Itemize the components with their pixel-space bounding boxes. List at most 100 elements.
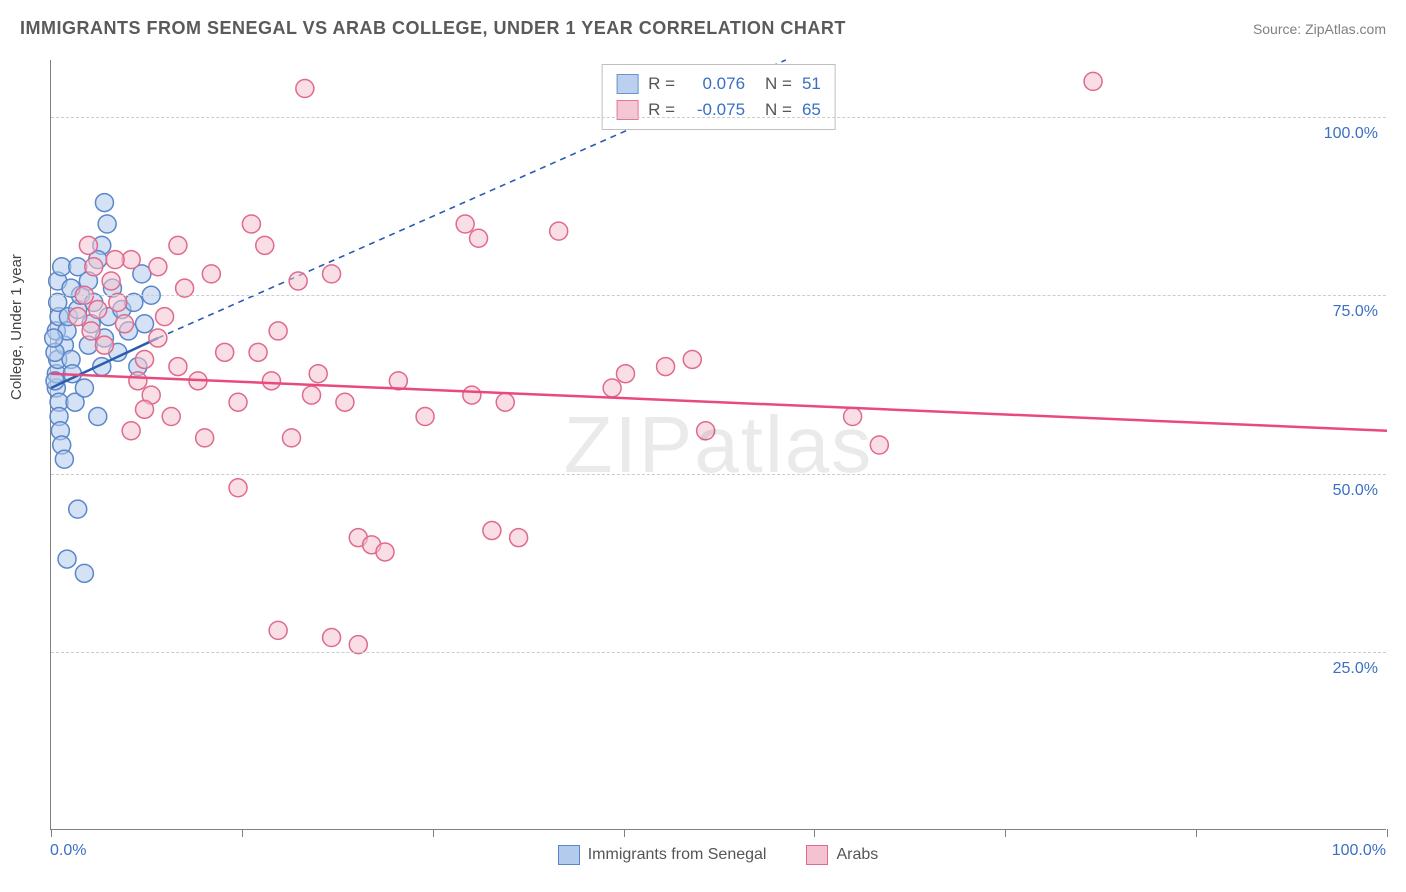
data-point [102, 272, 120, 290]
data-point [289, 272, 307, 290]
bottom-legend-item: Immigrants from Senegal [558, 845, 767, 865]
data-point [149, 258, 167, 276]
data-point [69, 500, 87, 518]
data-point [616, 365, 634, 383]
data-point [870, 436, 888, 454]
gridline-h [51, 117, 1386, 118]
y-tick-label: 100.0% [1324, 125, 1378, 143]
data-point [95, 194, 113, 212]
data-point [470, 229, 488, 247]
data-point [269, 621, 287, 639]
data-point [45, 329, 63, 347]
data-point [323, 629, 341, 647]
x-tick [1005, 829, 1006, 837]
data-point [683, 350, 701, 368]
data-point [550, 222, 568, 240]
data-point [1084, 72, 1102, 90]
data-point [55, 450, 73, 468]
n-value: 51 [802, 74, 821, 94]
data-point [69, 308, 87, 326]
data-point [844, 407, 862, 425]
data-point [85, 258, 103, 276]
data-point [129, 372, 147, 390]
y-tick-label: 25.0% [1333, 660, 1378, 678]
legend-swatch [806, 845, 828, 865]
data-point [416, 407, 434, 425]
data-point [136, 315, 154, 333]
data-point [79, 236, 97, 254]
data-point [697, 422, 715, 440]
data-point [202, 265, 220, 283]
scatter-plot-svg [51, 60, 1386, 829]
data-point [309, 365, 327, 383]
data-point [169, 236, 187, 254]
data-point [249, 343, 267, 361]
data-point [95, 336, 113, 354]
data-point [75, 564, 93, 582]
legend-swatch [616, 74, 638, 94]
data-point [136, 350, 154, 368]
data-point [162, 407, 180, 425]
y-tick-label: 75.0% [1333, 303, 1378, 321]
data-point [156, 308, 174, 326]
data-point [89, 407, 107, 425]
data-point [196, 429, 214, 447]
header-row: IMMIGRANTS FROM SENEGAL VS ARAB COLLEGE,… [20, 18, 1386, 39]
data-point [136, 400, 154, 418]
legend-stats-row: R =-0.075N =65 [616, 97, 821, 123]
r-label: R = [648, 74, 675, 94]
legend-stats-row: R = 0.076 N = 51 [616, 71, 821, 97]
x-tick [624, 829, 625, 837]
data-point [82, 322, 100, 340]
data-point [256, 236, 274, 254]
data-point [122, 422, 140, 440]
bottom-legend-item: Arabs [806, 845, 878, 865]
data-point [657, 358, 675, 376]
r-value: 0.076 [685, 74, 745, 94]
data-point [216, 343, 234, 361]
gridline-h [51, 474, 1386, 475]
n-label: N = [765, 74, 792, 94]
data-point [463, 386, 481, 404]
data-point [496, 393, 514, 411]
bottom-legend: Immigrants from Senegal Arabs [50, 845, 1386, 865]
data-point [75, 379, 93, 397]
data-point [376, 543, 394, 561]
data-point [269, 322, 287, 340]
gridline-h [51, 295, 1386, 296]
y-tick-label: 50.0% [1333, 482, 1378, 500]
data-point [303, 386, 321, 404]
data-point [229, 393, 247, 411]
x-tick [51, 829, 52, 837]
gridline-h [51, 652, 1386, 653]
data-point [323, 265, 341, 283]
plot-area: R =0.076N =51R =-0.075N =65 ZIPatlas 25.… [50, 60, 1386, 830]
legend-label: Arabs [836, 846, 878, 864]
data-point [242, 215, 260, 233]
data-point [456, 215, 474, 233]
x-tick [814, 829, 815, 837]
data-point [229, 479, 247, 497]
source-attribution: Source: ZipAtlas.com [1253, 21, 1386, 37]
legend-swatch [558, 845, 580, 865]
data-point [282, 429, 300, 447]
data-point [603, 379, 621, 397]
data-point [149, 329, 167, 347]
data-point [115, 315, 133, 333]
data-point [336, 393, 354, 411]
x-tick [433, 829, 434, 837]
trend-line [51, 374, 1387, 431]
x-tick [1196, 829, 1197, 837]
data-point [483, 522, 501, 540]
data-point [106, 251, 124, 269]
chart-title: IMMIGRANTS FROM SENEGAL VS ARAB COLLEGE,… [20, 18, 846, 39]
legend-stats-box: R = 0.076 N = 51 R =-0.075N =65 [601, 64, 836, 130]
data-point [98, 215, 116, 233]
data-point [89, 301, 107, 319]
data-point [296, 80, 314, 98]
data-point [262, 372, 280, 390]
legend-label: Immigrants from Senegal [588, 846, 767, 864]
y-axis-title: College, Under 1 year [8, 254, 25, 400]
x-tick [242, 829, 243, 837]
data-point [510, 529, 528, 547]
